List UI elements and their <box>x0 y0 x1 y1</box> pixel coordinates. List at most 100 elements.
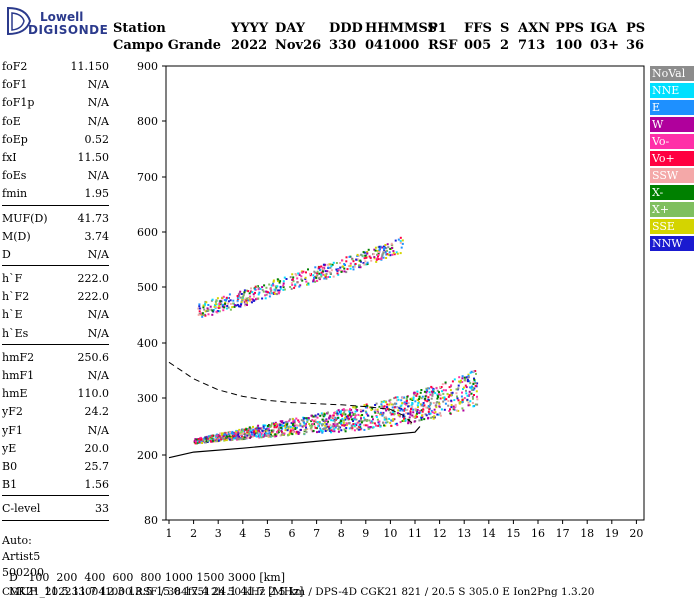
echo-point <box>299 424 302 427</box>
echo-point <box>456 388 459 391</box>
echo-point <box>476 382 479 385</box>
echo-point <box>256 285 259 288</box>
footer-muf-4: 15.0 <box>156 585 181 598</box>
param-value: N/A <box>87 96 109 110</box>
param-value: 0.52 <box>84 132 110 146</box>
echo-point <box>383 246 386 249</box>
echo-point <box>429 393 432 396</box>
echo-point <box>259 427 262 430</box>
echo-point <box>437 413 440 416</box>
echo-point <box>334 418 337 421</box>
echo-point <box>212 434 215 437</box>
echo-point <box>379 245 382 248</box>
echo-point <box>467 404 470 407</box>
echo-point <box>218 432 221 435</box>
echo-point <box>393 253 396 256</box>
echo-point <box>295 432 298 435</box>
echo-point <box>381 254 384 257</box>
echo-point <box>343 270 346 273</box>
echo-point <box>310 428 313 431</box>
echo-point <box>305 417 308 420</box>
echo-point <box>251 291 254 294</box>
echo-point <box>457 399 460 402</box>
echo-point <box>248 426 251 429</box>
echo-point <box>198 441 201 444</box>
echo-point <box>457 409 460 412</box>
echo-point <box>350 408 353 411</box>
param-value: 222.0 <box>77 290 110 304</box>
echo-point <box>194 438 197 441</box>
echo-point <box>374 249 377 252</box>
y-tick-label: 500 <box>137 281 158 294</box>
echo-point <box>426 387 429 390</box>
echo-point <box>244 428 246 431</box>
echo-point <box>226 305 229 307</box>
echo-point <box>323 414 326 417</box>
echo-point <box>317 413 320 416</box>
param-divider <box>2 519 109 525</box>
echo-point <box>306 418 309 421</box>
echo-point <box>254 291 256 294</box>
param-value: N/A <box>87 326 109 340</box>
echo-point <box>200 440 203 443</box>
echo-point <box>219 435 222 438</box>
echo-point <box>359 409 362 411</box>
echo-point <box>453 378 456 381</box>
echo-point <box>281 420 284 423</box>
echo-point <box>241 433 244 436</box>
echo-point <box>286 429 289 432</box>
echo-point <box>225 296 228 299</box>
echo-point <box>210 299 213 302</box>
echo-point <box>374 246 377 249</box>
echo-point <box>273 426 276 429</box>
echo-point <box>381 405 384 408</box>
echo-point <box>405 398 408 400</box>
echo-point <box>279 280 282 283</box>
echo-point <box>421 410 424 413</box>
param-row: foEp 0.52 <box>2 131 109 149</box>
echo-point <box>196 441 199 444</box>
echo-point <box>290 422 293 425</box>
echo-point <box>430 397 433 400</box>
echo-point <box>419 410 422 412</box>
echo-point <box>364 254 367 257</box>
echo-point <box>418 412 421 414</box>
param-row: B1 1.56 <box>2 476 109 494</box>
echo-point <box>249 295 252 298</box>
echo-point <box>270 432 273 435</box>
echo-point <box>301 279 304 282</box>
echo-point <box>287 426 290 429</box>
echo-point <box>325 423 328 426</box>
echo-point <box>233 304 236 307</box>
echo-point <box>398 407 401 410</box>
echo-point <box>415 394 418 397</box>
param-name: yF1 <box>2 423 23 437</box>
param-name: h`E <box>2 308 23 322</box>
echo-point <box>425 406 428 409</box>
echo-point <box>349 408 351 411</box>
echo-point <box>291 433 294 436</box>
echo-point <box>201 439 204 442</box>
echo-point <box>292 276 295 279</box>
param-value: 222.0 <box>77 272 110 286</box>
echo-point <box>378 420 381 423</box>
echo-point <box>262 424 265 427</box>
echo-point <box>336 410 339 413</box>
echo-point <box>416 392 419 395</box>
echo-point <box>221 434 224 436</box>
echo-point <box>383 248 385 251</box>
echo-point <box>240 432 242 434</box>
echo-point <box>321 430 324 433</box>
echo-point <box>228 293 231 296</box>
echo-point <box>290 282 293 285</box>
echo-point <box>293 424 296 427</box>
echo-point <box>193 441 196 444</box>
echo-point <box>227 436 230 439</box>
header-value-ps: 36 <box>626 38 645 53</box>
echo-point <box>436 397 439 400</box>
echo-point <box>336 269 339 272</box>
echo-point <box>380 256 383 259</box>
echo-point <box>322 273 325 276</box>
echo-point <box>366 252 369 255</box>
echo-point <box>386 249 388 252</box>
